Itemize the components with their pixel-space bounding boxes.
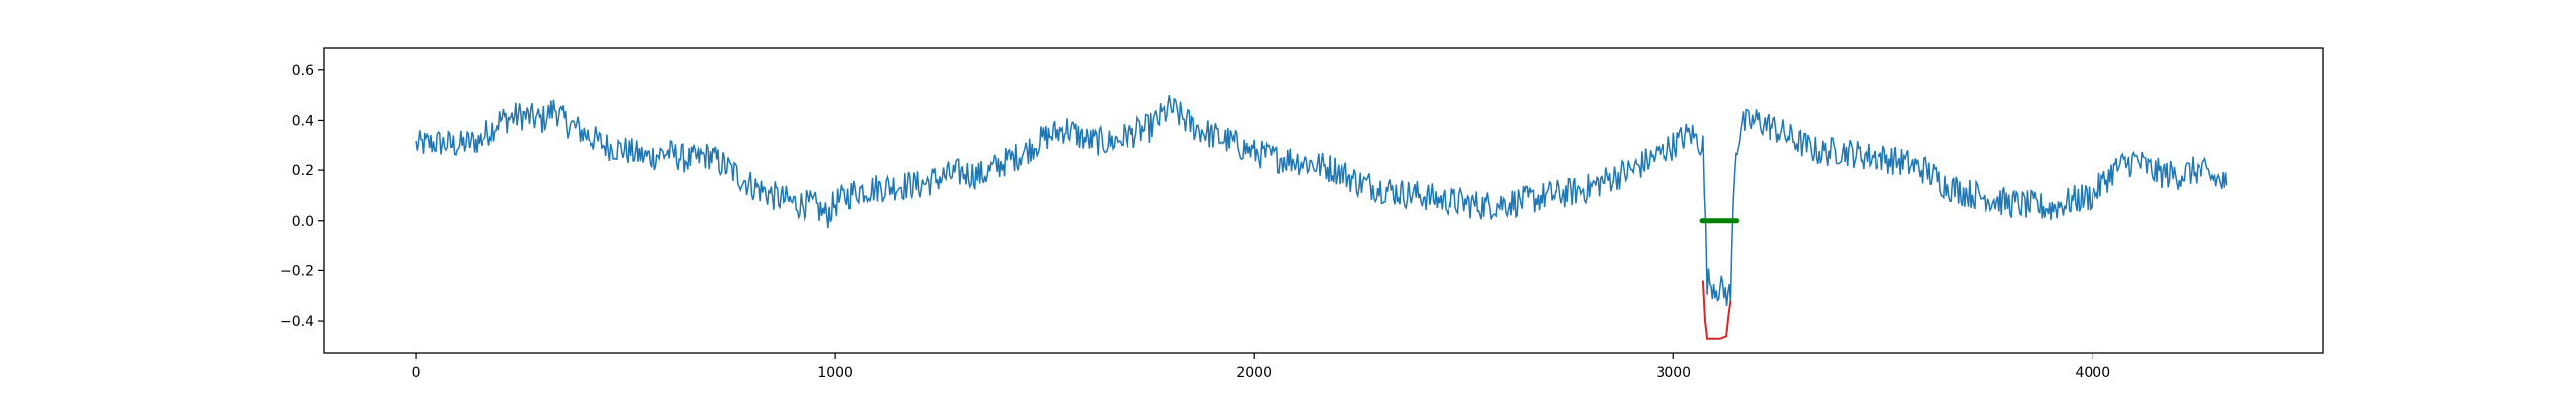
x-tick-label: 3000	[1656, 365, 1691, 381]
axes-frame	[323, 47, 2324, 354]
x-tick-label: 2000	[1236, 365, 1272, 381]
y-tick-label: 0.4	[292, 113, 314, 129]
x-tick-label: 4000	[2075, 365, 2110, 381]
x-tick-label: 0	[412, 365, 421, 381]
signal-series-line	[415, 94, 2228, 306]
x-tick-label: 1000	[817, 365, 853, 381]
y-tick-label: 0.2	[292, 163, 314, 179]
y-tick-label: −0.4	[280, 314, 314, 330]
chart-marks	[415, 94, 2228, 340]
y-tick-label: 0.0	[292, 214, 314, 230]
y-axis: −0.4 −0.2 0.0 0.2 0.4 0.6	[280, 63, 324, 330]
x-axis: 0 1000 2000 3000 4000	[412, 353, 2110, 381]
y-tick-label: 0.6	[292, 63, 314, 79]
anomaly-series-line	[1701, 280, 1732, 340]
y-tick-label: −0.2	[280, 263, 314, 279]
